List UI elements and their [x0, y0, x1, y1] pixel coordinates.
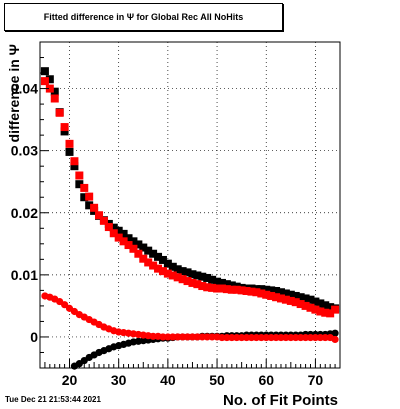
- data-point-square: [70, 157, 78, 165]
- data-point-square: [85, 193, 93, 201]
- datestamp: Tue Dec 21 21:53:44 2021: [5, 395, 101, 404]
- data-point-square: [41, 77, 49, 85]
- data-point-square: [90, 204, 98, 212]
- data-point-circle: [331, 336, 338, 343]
- data-point-square: [51, 95, 59, 103]
- data-point-square: [56, 109, 64, 117]
- x-tick-label: 30: [111, 372, 127, 388]
- y-tick-label: 0: [30, 329, 38, 345]
- data-point-square: [66, 140, 74, 148]
- y-axis-label: difference in Ψ: [6, 44, 22, 142]
- data-point-square: [66, 148, 74, 156]
- y-tick-label: 0.01: [11, 267, 38, 283]
- x-axis-label: No. of Fit Points: [223, 392, 338, 409]
- data-point-square: [61, 123, 69, 131]
- x-tick-label: 60: [258, 372, 274, 388]
- data-point-square: [80, 184, 88, 192]
- data-point-square: [75, 172, 83, 180]
- x-tick-label: 40: [160, 372, 176, 388]
- x-tick-label: 70: [308, 372, 324, 388]
- data-point-square: [41, 67, 49, 75]
- y-tick-label: 0.03: [11, 143, 38, 159]
- x-tick-label: 20: [62, 372, 78, 388]
- data-point-square: [331, 306, 339, 314]
- x-tick-label: 50: [209, 372, 225, 388]
- y-tick-label: 0.02: [11, 205, 38, 221]
